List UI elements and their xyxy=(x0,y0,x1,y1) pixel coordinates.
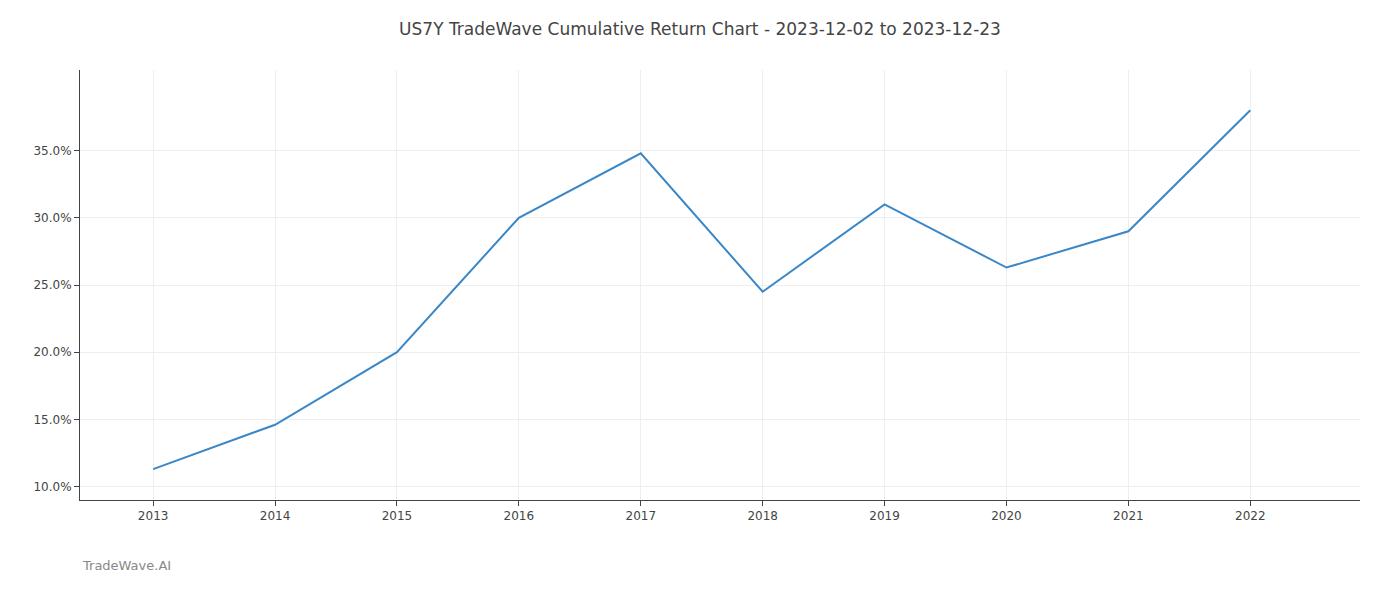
svg-text:2021: 2021 xyxy=(1113,509,1144,523)
svg-text:2019: 2019 xyxy=(869,509,900,523)
svg-text:35.0%: 35.0% xyxy=(33,144,71,158)
svg-text:2022: 2022 xyxy=(1235,509,1266,523)
svg-text:2013: 2013 xyxy=(138,509,169,523)
svg-text:2016: 2016 xyxy=(504,509,535,523)
svg-text:25.0%: 25.0% xyxy=(33,278,71,292)
svg-text:2015: 2015 xyxy=(382,509,413,523)
svg-text:2018: 2018 xyxy=(747,509,778,523)
svg-text:TradeWave.AI: TradeWave.AI xyxy=(82,558,171,573)
svg-text:2017: 2017 xyxy=(625,509,656,523)
svg-text:10.0%: 10.0% xyxy=(33,480,71,494)
svg-text:2014: 2014 xyxy=(260,509,291,523)
svg-text:US7Y TradeWave Cumulative Retu: US7Y TradeWave Cumulative Return Chart -… xyxy=(399,19,1001,39)
svg-text:30.0%: 30.0% xyxy=(33,211,71,225)
svg-text:20.0%: 20.0% xyxy=(33,345,71,359)
svg-text:2020: 2020 xyxy=(991,509,1022,523)
svg-text:15.0%: 15.0% xyxy=(33,413,71,427)
